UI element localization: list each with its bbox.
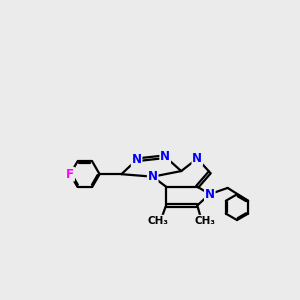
Text: CH₃: CH₃ xyxy=(147,216,168,226)
Text: F: F xyxy=(66,168,74,181)
Text: N: N xyxy=(132,153,142,166)
Text: N: N xyxy=(148,170,158,183)
Text: N: N xyxy=(160,150,170,163)
Text: CH₃: CH₃ xyxy=(194,216,215,226)
Text: N: N xyxy=(205,188,215,201)
Text: N: N xyxy=(192,152,202,165)
